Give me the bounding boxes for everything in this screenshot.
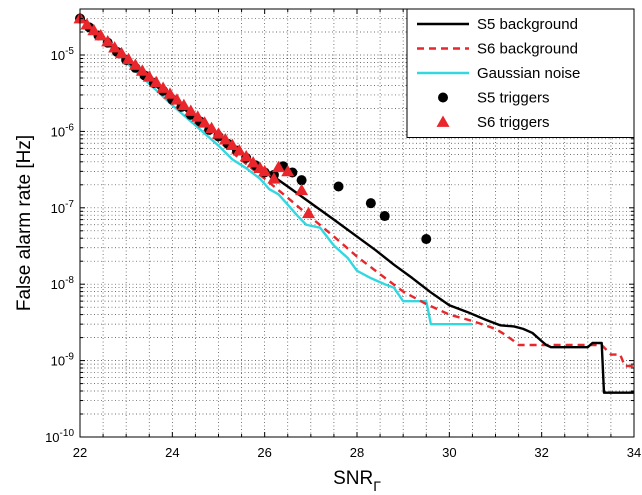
- legend-item-s5-triggers: S5 triggers: [438, 90, 550, 107]
- y-tick-exponent: -6: [65, 122, 74, 133]
- data-point-s6-triggers: [205, 121, 219, 134]
- data-point-s6-triggers: [135, 64, 149, 76]
- y-tick-exponent: -7: [65, 199, 74, 210]
- data-point-s6-triggers: [101, 35, 115, 47]
- data-point-s6-triggers: [177, 98, 191, 111]
- data-point-s6-triggers: [108, 41, 122, 53]
- x-tick-label: 34: [627, 445, 641, 460]
- x-tick-label: 28: [350, 445, 364, 460]
- legend-item-gaussian-noise: Gaussian noise: [417, 65, 580, 82]
- data-point-s6-triggers: [281, 164, 295, 177]
- legend-item-s5-background: S5 background: [417, 16, 578, 33]
- legend-swatch: [438, 92, 448, 103]
- data-point-s6-triggers: [184, 104, 198, 116]
- y-tick-base: 10: [51, 124, 65, 139]
- data-point-s6-triggers: [156, 81, 170, 93]
- data-point-s6-triggers: [246, 156, 260, 168]
- x-tick-label: 32: [534, 445, 548, 460]
- legend-label: S5 triggers: [477, 90, 550, 107]
- data-point-s6-triggers: [239, 149, 253, 162]
- x-axis-title-main: SNR: [333, 468, 373, 489]
- data-point-s6-triggers: [218, 133, 232, 145]
- x-tick-label: 26: [257, 445, 271, 460]
- plot-series: [73, 12, 634, 394]
- series-markers-s6-triggers: [73, 12, 316, 219]
- legend-label: S5 background: [477, 16, 578, 33]
- grid: [80, 9, 634, 437]
- data-point-s6-triggers: [225, 138, 239, 151]
- data-point-s6-triggers: [295, 183, 309, 196]
- y-axis-title: False alarm rate [Hz]: [14, 135, 35, 311]
- data-point-s6-triggers: [163, 87, 177, 99]
- x-tick-label: 30: [442, 445, 456, 460]
- data-point-s6-triggers: [191, 110, 205, 122]
- data-point-s6-triggers: [121, 52, 135, 65]
- legend: S5 background S6 background Gaussian noise…: [406, 8, 635, 138]
- legend-label: Gaussian noise: [477, 65, 580, 82]
- data-point-s6-triggers: [212, 127, 225, 139]
- x-tick-label: 22: [73, 445, 87, 460]
- data-point-s6-triggers: [80, 18, 94, 30]
- data-point-s6-triggers: [302, 206, 316, 219]
- data-point-s6-triggers: [149, 75, 163, 88]
- data-point-s5-triggers: [333, 181, 344, 192]
- y-tick-label: 10-9: [51, 352, 75, 369]
- data-point-s5-triggers: [296, 175, 307, 186]
- y-tick-base: 10: [51, 277, 65, 292]
- legend-label: S6 triggers: [477, 114, 550, 131]
- data-point-s6-triggers: [128, 58, 142, 70]
- y-tick-exponent: -9: [65, 352, 74, 363]
- data-point-s6-triggers: [198, 116, 212, 128]
- legend-item-s6-background: S6 background: [417, 41, 578, 58]
- data-point-s6-triggers: [94, 28, 108, 41]
- y-tick-base: 10: [51, 201, 65, 216]
- data-point-s6-triggers: [87, 23, 101, 36]
- data-point-s6-triggers: [170, 93, 184, 105]
- data-point-s5-triggers: [421, 234, 432, 245]
- data-point-s6-triggers: [232, 144, 246, 156]
- y-tick-label: 10-7: [51, 199, 75, 216]
- y-tick-base: 10: [51, 354, 65, 369]
- data-point-s6-triggers: [142, 70, 156, 82]
- legend-item-s6-triggers: S6 triggers: [436, 114, 550, 131]
- x-axis-title-subscript: Γ: [373, 478, 381, 494]
- legend-swatch: [436, 115, 450, 127]
- y-tick-exponent: -5: [65, 46, 74, 57]
- axis-ticks: [79, 8, 635, 438]
- y-tick-label: 10-8: [51, 275, 75, 292]
- x-tick-label: 24: [165, 445, 179, 460]
- y-tick-base: 10: [51, 48, 65, 63]
- data-point-s5-triggers: [365, 198, 376, 209]
- y-tick-base: 10: [45, 430, 59, 445]
- y-tick-label: 10-6: [51, 122, 75, 139]
- legend-label: S6 background: [477, 41, 578, 58]
- y-tick-exponent: -10: [60, 428, 75, 439]
- data-point-s6-triggers: [272, 160, 286, 173]
- x-tick-labels: 22 24 26 28 30 32 34: [73, 445, 641, 460]
- data-point-s6-triggers: [267, 172, 281, 184]
- y-tick-exponent: -8: [65, 275, 74, 286]
- data-point-s6-triggers: [115, 46, 129, 59]
- series-markers-s5-triggers: [75, 13, 432, 245]
- y-tick-label: 10-5: [51, 46, 75, 63]
- data-point-s6-triggers: [258, 164, 272, 177]
- y-tick-label: 10-10: [45, 428, 74, 445]
- x-axis-title: SNRΓ: [333, 468, 381, 494]
- data-point-s5-triggers: [379, 211, 390, 222]
